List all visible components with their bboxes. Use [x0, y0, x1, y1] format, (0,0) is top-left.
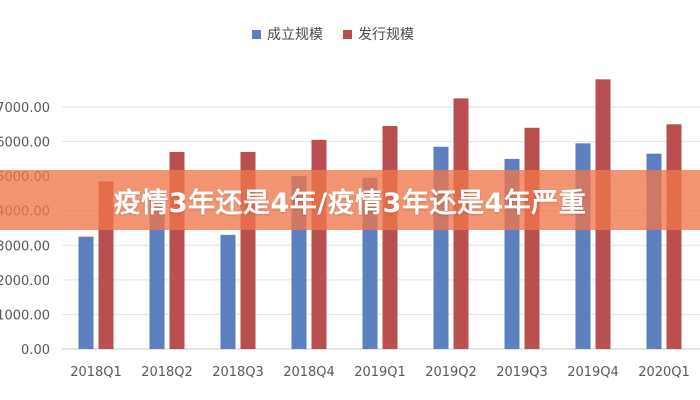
legend-swatch-series-1	[252, 29, 261, 39]
y-tick-label: 3000.00	[0, 239, 50, 254]
bar-series-1	[220, 234, 236, 349]
bar-series-1	[78, 236, 94, 349]
y-tick-label: 1000.00	[0, 308, 50, 323]
legend-label-series-2: 发行规模	[358, 27, 414, 43]
y-tick-label: 0.00	[21, 343, 50, 358]
bar-series-2	[382, 126, 398, 349]
bar-series-1	[149, 195, 165, 349]
legend-item-series-2: 发行规模	[343, 24, 414, 44]
x-tick-label: 2019Q4	[567, 365, 619, 380]
chart-legend: 成立规模 发行规模	[252, 24, 414, 44]
y-tick-label: 6000.00	[0, 136, 50, 151]
x-axis-tick-labels: 2018Q1 2018Q2 2018Q3 2018Q4 2019Q1 2019Q2 2019…	[70, 365, 690, 380]
legend-swatch-series-2	[343, 29, 352, 39]
y-tick-label: 2000.00	[0, 274, 50, 289]
x-tick-label: 2018Q4	[283, 365, 335, 380]
x-tick-label: 2020Q1	[638, 365, 690, 380]
x-tick-label: 2019Q1	[354, 365, 406, 380]
x-tick-label: 2018Q2	[141, 365, 193, 380]
overlay-banner: 疫情3年还是4年/疫情3年还是4年严重	[0, 170, 700, 230]
y-tick-label: 7000.00	[0, 101, 50, 116]
x-tick-label: 2019Q2	[425, 365, 477, 380]
legend-item-series-1: 成立规模	[252, 24, 323, 44]
x-tick-label: 2019Q3	[496, 365, 548, 380]
banner-title: 疫情3年还是4年/疫情3年还是4年严重	[113, 187, 587, 219]
x-tick-label: 2018Q1	[70, 365, 122, 380]
x-tick-label: 2018Q3	[212, 365, 264, 380]
bar-series-2	[524, 127, 540, 349]
legend-label-series-1: 成立规模	[267, 27, 323, 43]
bar-series-2	[666, 124, 682, 349]
